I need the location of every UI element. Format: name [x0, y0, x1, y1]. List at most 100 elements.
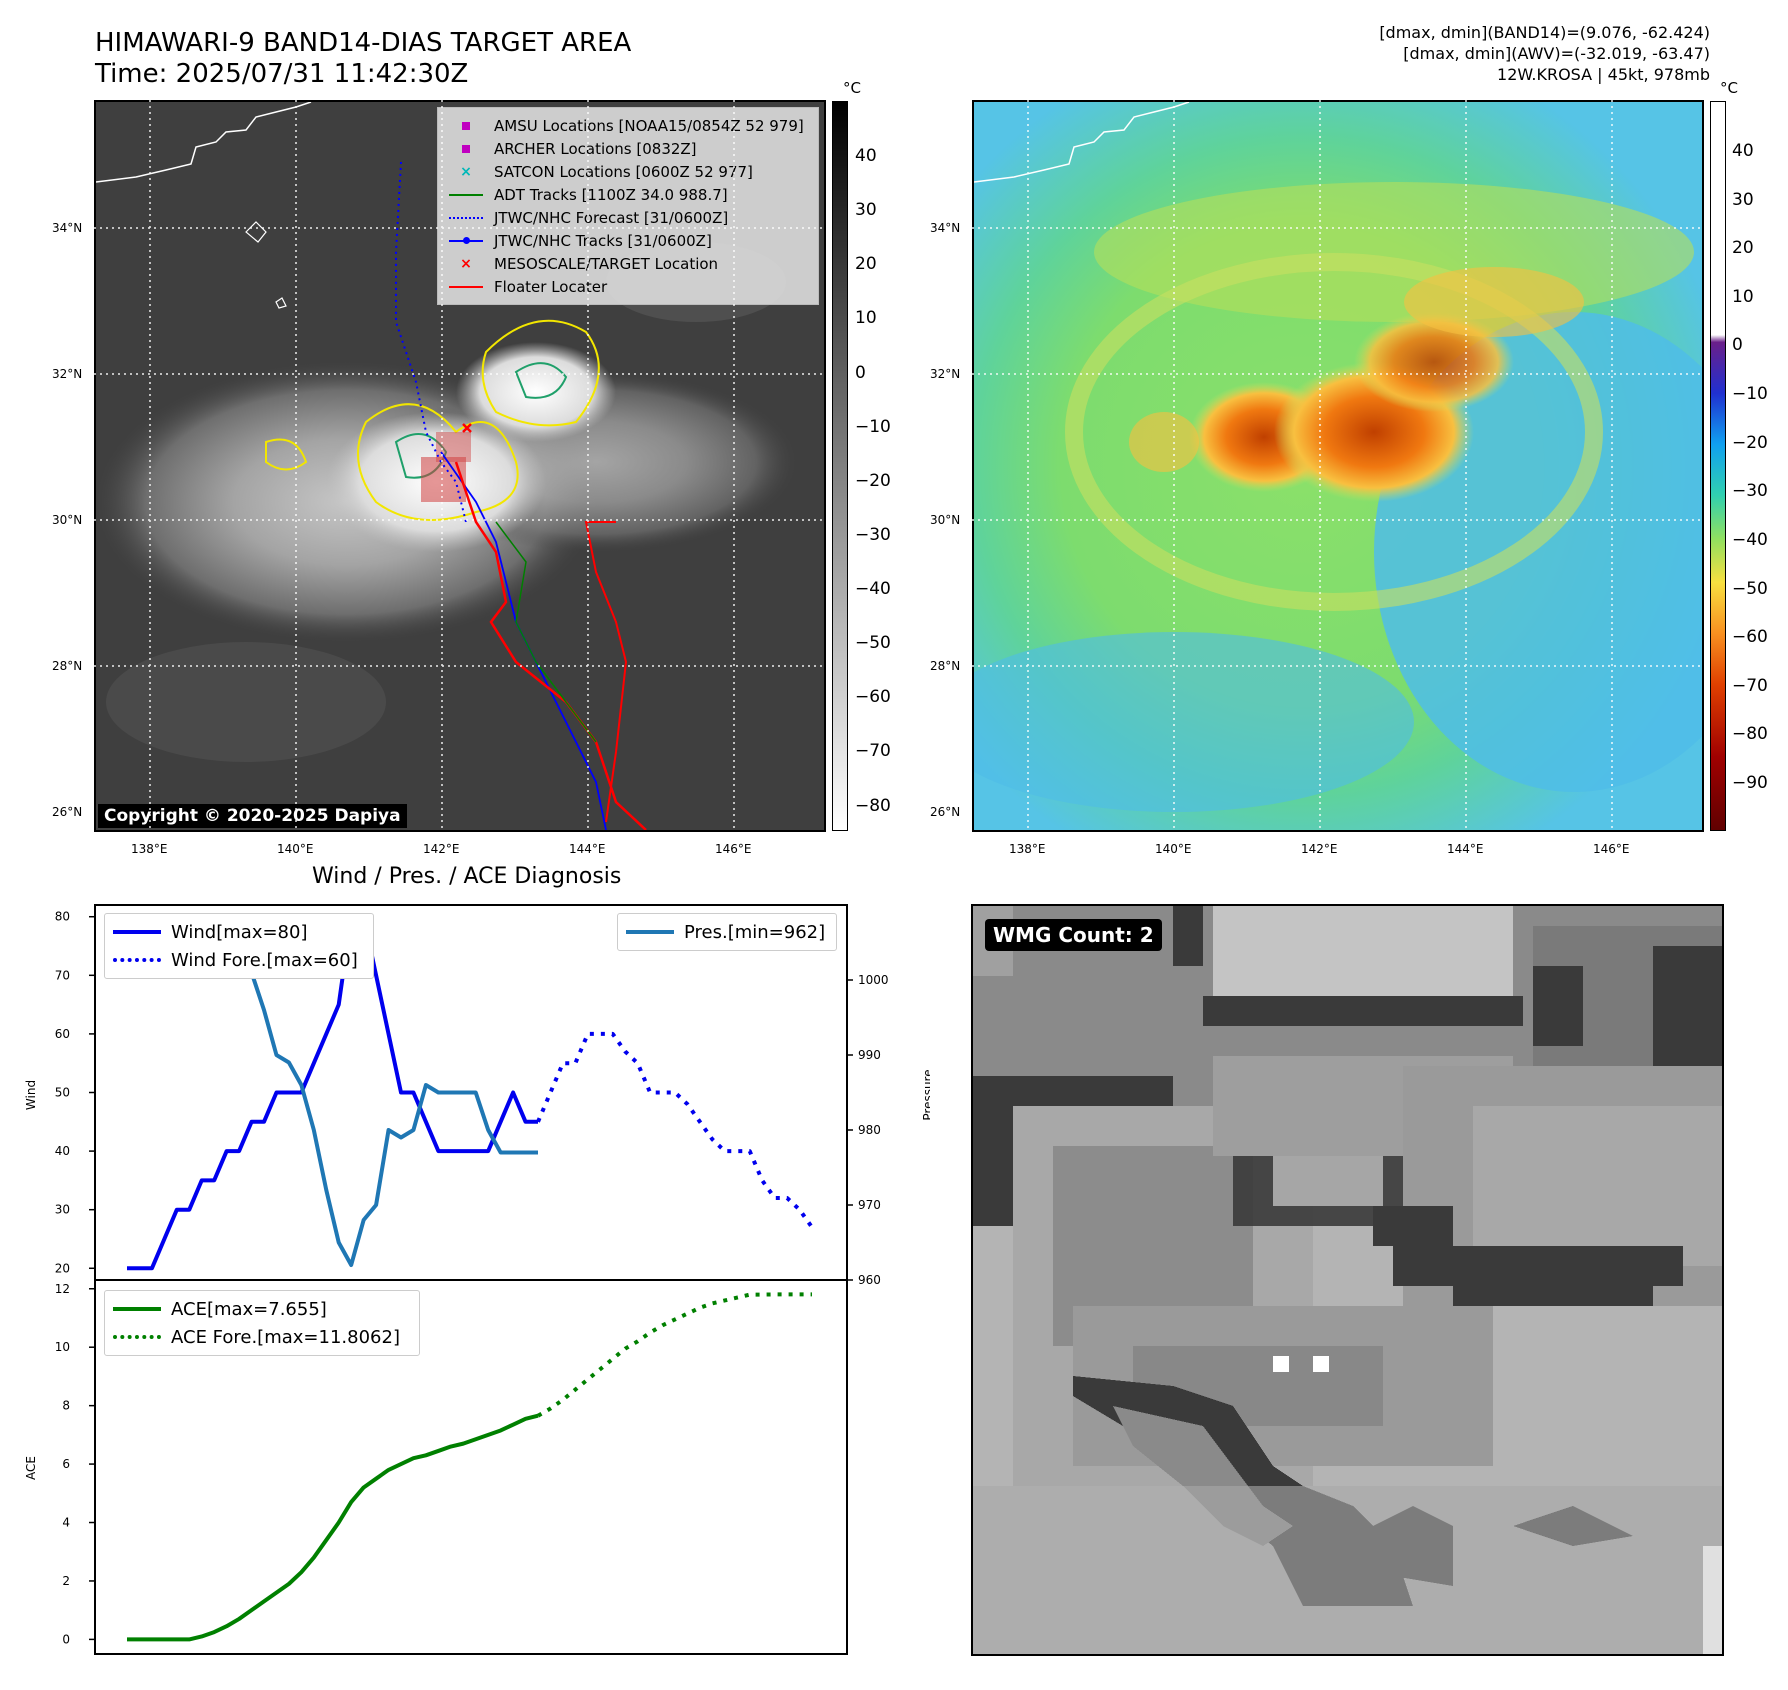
wind-tick-label: 20: [55, 1261, 70, 1275]
colorbar-unit: °C: [843, 79, 861, 97]
wind-ylabel: Wind: [24, 1080, 38, 1110]
pressure-tick-label: 980: [858, 1123, 881, 1137]
colorbar-tick: −50: [1732, 579, 1768, 599]
square-marker-icon: [462, 121, 470, 130]
colorbar-tick: −30: [1732, 481, 1768, 501]
lat-label: 34°N: [52, 221, 83, 235]
lon-label: 146°E: [1593, 842, 1630, 856]
lon-label: 144°E: [1447, 842, 1484, 856]
legend-item-wind-fore: Wind Fore.[max=60]: [113, 946, 365, 974]
band14-map: AMSU Locations [NOAA15/0854Z 52 979] ARC…: [94, 100, 826, 832]
colorbar-tick: 0: [1732, 335, 1743, 355]
band14-colorbar: [832, 101, 848, 831]
diagnosis-chart: 20 30 40 50 60 70 80 960 970 980 990 1000 0 2 4 6 8 10 1…: [24, 904, 930, 1655]
colorbar-tick: −80: [855, 796, 891, 816]
legend-item-pressure: Pres.[min=962]: [626, 918, 828, 946]
ace-ylabel: ACE: [24, 1456, 38, 1480]
lat-label: 32°N: [52, 367, 83, 381]
colorbar-tick: 30: [1732, 190, 1754, 210]
lat-label: 30°N: [52, 513, 83, 527]
colorbar-tick: 10: [855, 308, 877, 328]
colorbar-tick: −40: [855, 579, 891, 599]
ace-tick-label: 8: [62, 1399, 70, 1413]
colorbar-tick: −20: [855, 471, 891, 491]
awv-colorbar: [1710, 101, 1726, 831]
colorbar-tick: −10: [855, 417, 891, 437]
awv-map-canvas: [974, 102, 1702, 830]
ace-line: [127, 1413, 539, 1642]
lon-label: 140°E: [277, 842, 314, 856]
line-key-icon: [113, 930, 161, 934]
lat-label: 34°N: [930, 221, 961, 235]
line-key-icon: [626, 930, 674, 934]
wind-line: [127, 914, 538, 1271]
colorbar-tick: −20: [1732, 433, 1768, 453]
legend-item-wind: Wind[max=80]: [113, 918, 365, 946]
colorbar-tick: 20: [1732, 238, 1754, 258]
pressure-tick-label: 960: [858, 1273, 881, 1287]
awv-range-info: [dmax, dmin](AWV)=(-32.019, -63.47): [1403, 44, 1710, 63]
legend-item-ace: ACE[max=7.655]: [113, 1295, 411, 1323]
colorbar-tick: 30: [855, 200, 877, 220]
colorbar-tick: −50: [855, 633, 891, 653]
wind-tick-label: 60: [55, 1027, 70, 1041]
colorbar-unit: °C: [1720, 79, 1738, 97]
pressure-tick-label: 970: [858, 1198, 881, 1212]
lat-label: 26°N: [52, 805, 83, 819]
awv-map: [972, 100, 1704, 832]
ace-legend: ACE[max=7.655] ACE Fore.[max=11.8062]: [104, 1290, 420, 1356]
ace-tick-label: 10: [55, 1340, 70, 1354]
legend-item-satcon: × SATCON Locations [0600Z 52 977]: [446, 160, 810, 183]
legend-item-floater: Floater Locater: [446, 275, 810, 298]
pressure-ylabel: Pressure: [921, 1069, 930, 1120]
wind-forecast-line: [536, 1031, 814, 1229]
legend-item-archer: ARCHER Locations [0832Z]: [446, 137, 810, 160]
colorbar-tick: −40: [1732, 530, 1768, 550]
colorbar-tick: −90: [1732, 773, 1768, 793]
lat-label: 32°N: [930, 367, 961, 381]
pressure-legend: Pres.[min=962]: [617, 913, 837, 951]
colorbar-tick: −70: [855, 741, 891, 761]
dotted-line-key-icon: [449, 216, 483, 219]
lat-label: 30°N: [930, 513, 961, 527]
map-legend: AMSU Locations [NOAA15/0854Z 52 979] ARC…: [437, 107, 819, 305]
wmg-canvas: [973, 906, 1722, 1654]
lon-label: 142°E: [1301, 842, 1338, 856]
line-dot-key-icon: [449, 236, 483, 244]
lon-label: 144°E: [569, 842, 606, 856]
x-marker-icon: ×: [460, 163, 472, 180]
lon-label: 142°E: [423, 842, 460, 856]
timestamp: Time: 2025/07/31 11:42:30Z: [95, 59, 469, 89]
line-key-icon: [113, 1307, 161, 1311]
colorbar-tick: 0: [855, 363, 866, 383]
band14-range-info: [dmax, dmin](BAND14)=(9.076, -62.424): [1379, 23, 1710, 42]
colorbar-tick: −70: [1732, 676, 1768, 696]
ace-series: [127, 1292, 812, 1642]
ace-forecast-line: [537, 1292, 812, 1418]
wmg-count-badge: WMG Count: 2: [985, 919, 1162, 951]
legend-item-adt: ADT Tracks [1100Z 34.0 988.7]: [446, 183, 810, 206]
wind-axis: 20 30 40 50 60 70 80: [55, 910, 95, 1275]
colorbar-tick: −10: [1732, 384, 1768, 404]
wind-tick-label: 30: [55, 1203, 70, 1217]
dotted-line-key-icon: [113, 1335, 161, 1339]
lat-label: 28°N: [52, 659, 83, 673]
wind-tick-label: 50: [55, 1086, 70, 1100]
wind-tick-label: 40: [55, 1144, 70, 1158]
diagnosis-title: Wind / Pres. / ACE Diagnosis: [312, 864, 622, 889]
legend-item-ace-fore: ACE Fore.[max=11.8062]: [113, 1323, 411, 1351]
ace-tick-label: 4: [62, 1516, 70, 1530]
lat-label: 26°N: [930, 805, 961, 819]
legend-item-jtwc-forecast: JTWC/NHC Forecast [31/0600Z]: [446, 206, 810, 229]
line-key-icon: [449, 193, 483, 196]
lon-label: 138°E: [1009, 842, 1046, 856]
ace-tick-label: 12: [55, 1282, 70, 1296]
colorbar-tick: 40: [1732, 141, 1754, 161]
ace-plot-frame: [94, 1279, 848, 1655]
colorbar-tick: 20: [855, 254, 877, 274]
colorbar-tick: 40: [855, 146, 877, 166]
pressure-tick-label: 1000: [858, 973, 889, 987]
legend-item-jtwc-tracks: JTWC/NHC Tracks [31/0600Z]: [446, 229, 810, 252]
colorbar-tick: −30: [855, 525, 891, 545]
pressure-axis: 960 970 980 990 1000: [847, 973, 889, 1287]
